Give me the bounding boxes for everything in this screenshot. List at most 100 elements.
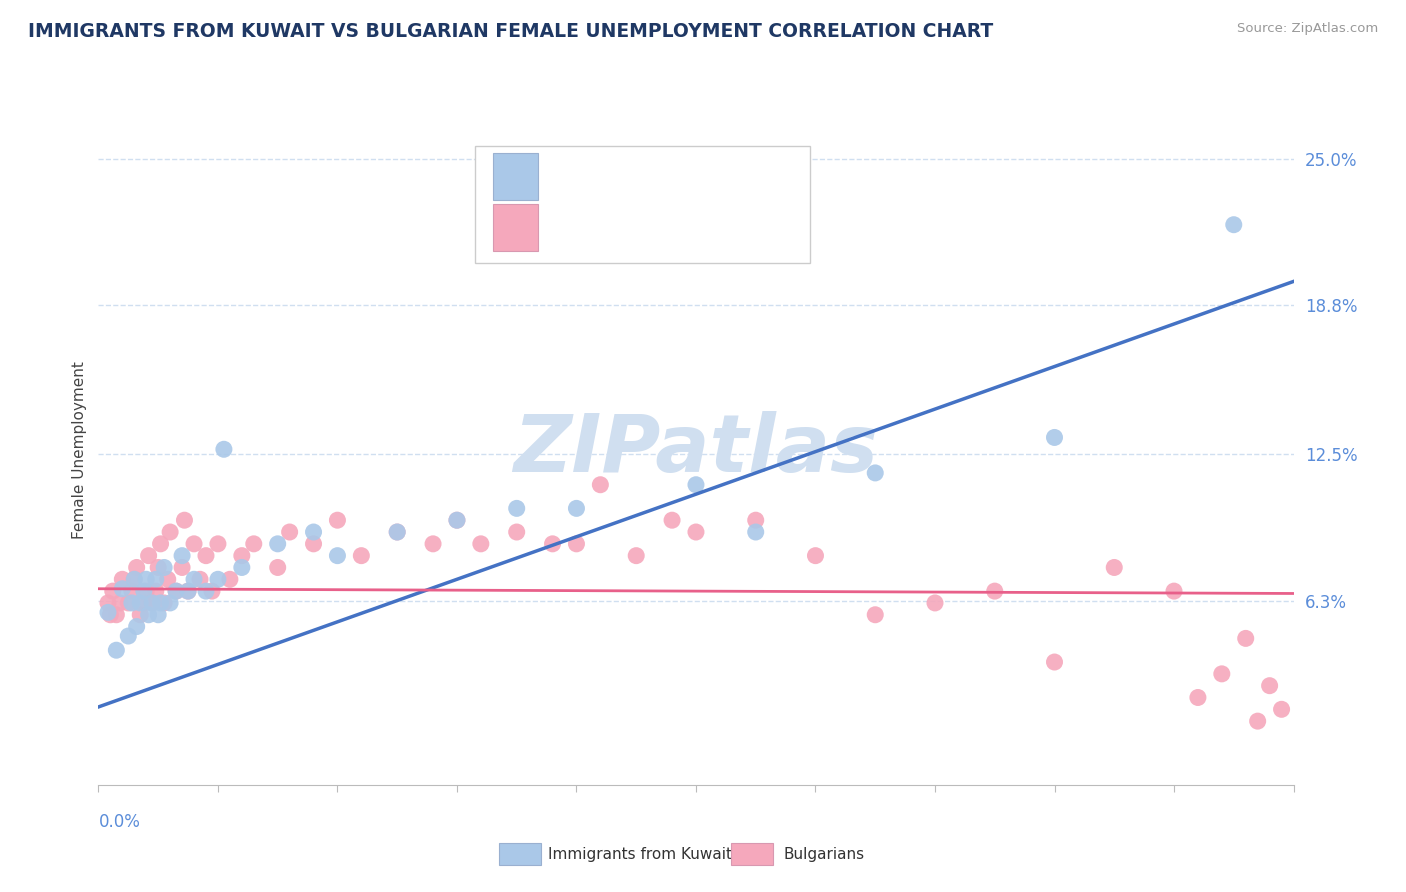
Point [121, 584, 143, 599]
Point [745, 513, 768, 527]
Point [97, 596, 120, 610]
Point [267, 537, 290, 551]
Point [865, 607, 887, 622]
Point [219, 572, 242, 586]
Point [470, 537, 492, 551]
Point [149, 596, 172, 610]
Point [685, 477, 707, 491]
Point [141, 596, 163, 610]
Point [231, 560, 253, 574]
Point [565, 501, 588, 516]
Point [165, 584, 187, 599]
Point [231, 549, 253, 563]
Point [506, 501, 529, 516]
Text: IMMIGRANTS FROM KUWAIT VS BULGARIAN FEMALE UNEMPLOYMENT CORRELATION CHART: IMMIGRANTS FROM KUWAIT VS BULGARIAN FEMA… [28, 22, 994, 41]
Point [1258, 679, 1281, 693]
Point [177, 584, 200, 599]
Point [1104, 560, 1126, 574]
Point [111, 582, 134, 596]
FancyBboxPatch shape [494, 153, 538, 200]
Point [172, 549, 194, 563]
Point [201, 584, 224, 599]
Point [1247, 714, 1270, 728]
Text: Immigrants from Kuwait: Immigrants from Kuwait [548, 847, 733, 862]
Point [1234, 632, 1257, 646]
Point [149, 537, 172, 551]
Point [212, 442, 235, 457]
Point [159, 596, 181, 610]
Point [141, 596, 163, 610]
Point [132, 596, 155, 610]
Point [385, 524, 409, 539]
Point [101, 584, 124, 599]
Point [156, 572, 179, 586]
Point [97, 606, 120, 620]
Point [125, 560, 148, 574]
Point [243, 537, 266, 551]
Point [138, 607, 160, 622]
FancyBboxPatch shape [475, 146, 810, 263]
Point [1043, 655, 1066, 669]
Point [98, 607, 122, 622]
Point [183, 572, 205, 586]
Point [326, 549, 349, 563]
Text: ZIPatlas: ZIPatlas [513, 411, 879, 490]
Point [124, 572, 146, 586]
Point [108, 596, 131, 610]
Point [624, 549, 647, 563]
Point [506, 524, 529, 539]
Point [745, 524, 768, 539]
Point [105, 607, 128, 622]
Point [589, 477, 612, 491]
Text: Bulgarians: Bulgarians [783, 847, 865, 862]
Point [124, 572, 146, 586]
Point [1223, 218, 1246, 232]
Point [148, 560, 170, 574]
Point [117, 596, 139, 610]
Point [135, 584, 157, 599]
Point [422, 537, 444, 551]
Point [111, 572, 134, 586]
Point [661, 513, 683, 527]
Point [129, 607, 152, 622]
Point [172, 560, 194, 574]
Point [350, 549, 373, 563]
Text: Source: ZipAtlas.com: Source: ZipAtlas.com [1237, 22, 1378, 36]
Point [1271, 702, 1294, 716]
Point [446, 513, 468, 527]
Point [194, 584, 218, 599]
Y-axis label: Female Unemployment: Female Unemployment [72, 361, 87, 540]
Point [685, 524, 707, 539]
Point [159, 524, 181, 539]
Point [135, 572, 157, 586]
Point [1043, 430, 1066, 444]
Point [145, 584, 167, 599]
Text: R = -0.005    N = 63: R = -0.005 N = 63 [553, 220, 707, 235]
Point [145, 572, 167, 586]
Point [117, 629, 139, 643]
Point [153, 560, 176, 574]
Point [129, 596, 152, 610]
Text: R =  0.820    N = 37: R = 0.820 N = 37 [553, 169, 707, 184]
Point [183, 537, 205, 551]
Point [194, 549, 218, 563]
Point [207, 537, 229, 551]
Point [865, 466, 887, 480]
Point [1211, 666, 1233, 681]
Point [267, 560, 290, 574]
Point [446, 513, 468, 527]
Point [1163, 584, 1185, 599]
Point [188, 572, 211, 586]
Point [541, 537, 564, 551]
Point [125, 619, 148, 633]
Point [138, 549, 160, 563]
Point [207, 572, 229, 586]
Point [121, 596, 143, 610]
Text: 0.0%: 0.0% [98, 814, 141, 831]
Point [153, 596, 176, 610]
Point [565, 537, 588, 551]
Point [924, 596, 946, 610]
Point [148, 607, 170, 622]
Point [302, 524, 325, 539]
Point [278, 524, 301, 539]
